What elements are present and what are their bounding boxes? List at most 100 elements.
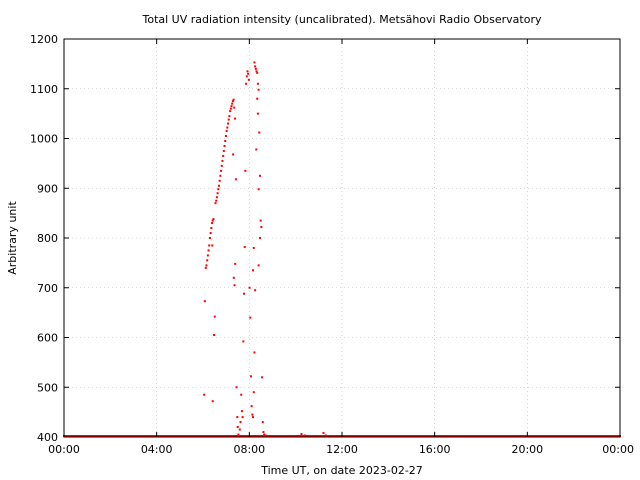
baseline-point <box>163 435 166 437</box>
baseline-layer <box>63 435 621 437</box>
data-point <box>213 315 216 318</box>
baseline-point <box>202 435 204 437</box>
baseline-point <box>72 435 75 437</box>
baseline-point <box>431 435 434 437</box>
baseline-point <box>129 435 132 437</box>
baseline-point <box>601 435 604 437</box>
baseline-point <box>499 435 502 437</box>
baseline-point <box>511 435 514 437</box>
data-point <box>206 259 209 262</box>
baseline-point <box>556 435 559 437</box>
baseline-point <box>617 435 620 437</box>
baseline-point <box>160 435 163 437</box>
baseline-point <box>462 435 465 437</box>
baseline-point <box>305 435 308 437</box>
baseline-point <box>491 435 494 437</box>
data-point <box>255 148 258 151</box>
data-point <box>260 226 263 229</box>
x-tick-label: 04:00 <box>141 443 173 456</box>
data-point <box>257 188 260 191</box>
data-point <box>263 433 266 436</box>
baseline-point <box>81 435 84 437</box>
baseline-point <box>329 435 332 437</box>
data-point <box>215 199 218 202</box>
baseline-point <box>206 435 209 437</box>
baseline-point <box>485 435 488 437</box>
baseline-point <box>183 435 186 437</box>
baseline-point <box>188 435 191 437</box>
y-axis-label: Arbitrary unit <box>6 201 19 275</box>
baseline-point <box>280 435 283 437</box>
baseline-point <box>533 435 536 437</box>
data-point <box>254 289 257 292</box>
baseline-point <box>387 435 390 437</box>
baseline-point <box>217 435 220 437</box>
baseline-point <box>396 435 399 437</box>
baseline-point <box>454 435 457 437</box>
baseline-point <box>363 435 366 437</box>
baseline-point <box>306 435 309 437</box>
data-point <box>228 115 231 118</box>
data-point <box>203 300 206 303</box>
baseline-point <box>615 435 618 437</box>
baseline-point <box>263 435 266 437</box>
baseline-point <box>417 435 420 437</box>
baseline-point <box>435 435 438 437</box>
data-point <box>236 416 239 419</box>
baseline-point <box>455 435 458 437</box>
baseline-point <box>503 435 506 437</box>
data-point <box>241 416 244 419</box>
baseline-point <box>517 435 520 437</box>
data-point <box>227 122 230 125</box>
baseline-point <box>608 435 611 437</box>
baseline-point <box>108 435 111 437</box>
baseline-point <box>290 435 293 437</box>
baseline-point <box>474 435 477 437</box>
baseline-point <box>367 435 370 437</box>
baseline-point <box>301 435 304 437</box>
data-point <box>250 405 253 408</box>
data-point <box>219 174 222 177</box>
baseline-point <box>368 435 371 437</box>
data-point <box>254 67 257 70</box>
baseline-point <box>530 435 533 437</box>
baseline-point <box>444 435 447 437</box>
baseline-point <box>595 435 598 437</box>
baseline-point <box>432 435 435 437</box>
baseline-point <box>195 435 198 437</box>
baseline-point <box>460 435 463 437</box>
baseline-point <box>607 435 610 437</box>
baseline-point <box>241 435 244 437</box>
baseline-point <box>554 435 557 437</box>
baseline-point <box>520 435 523 437</box>
data-point <box>256 71 259 74</box>
data-point <box>318 435 321 438</box>
baseline-point <box>613 435 616 437</box>
data-point <box>256 112 259 115</box>
baseline-point <box>542 435 545 437</box>
baseline-point <box>189 435 192 437</box>
baseline-point <box>477 435 480 437</box>
baseline-point <box>133 435 136 437</box>
data-point <box>232 98 235 101</box>
baseline-point <box>279 435 282 437</box>
baseline-point <box>400 435 403 437</box>
baseline-point <box>593 435 596 437</box>
baseline-point <box>246 435 249 437</box>
data-point <box>251 413 254 416</box>
baseline-point <box>412 435 415 437</box>
baseline-point <box>351 435 354 437</box>
baseline-point <box>519 435 522 437</box>
baseline-point <box>199 435 202 437</box>
baseline-point <box>350 435 353 437</box>
baseline-point <box>478 435 481 437</box>
baseline-point <box>425 435 428 437</box>
baseline-point <box>467 435 470 437</box>
baseline-point <box>137 435 140 437</box>
baseline-point <box>423 435 426 437</box>
baseline-point <box>558 435 561 437</box>
baseline-point <box>270 435 273 437</box>
baseline-point <box>142 435 145 437</box>
x-axis-label: Time UT, on date 2023-02-27 <box>260 464 423 477</box>
baseline-point <box>240 435 243 437</box>
